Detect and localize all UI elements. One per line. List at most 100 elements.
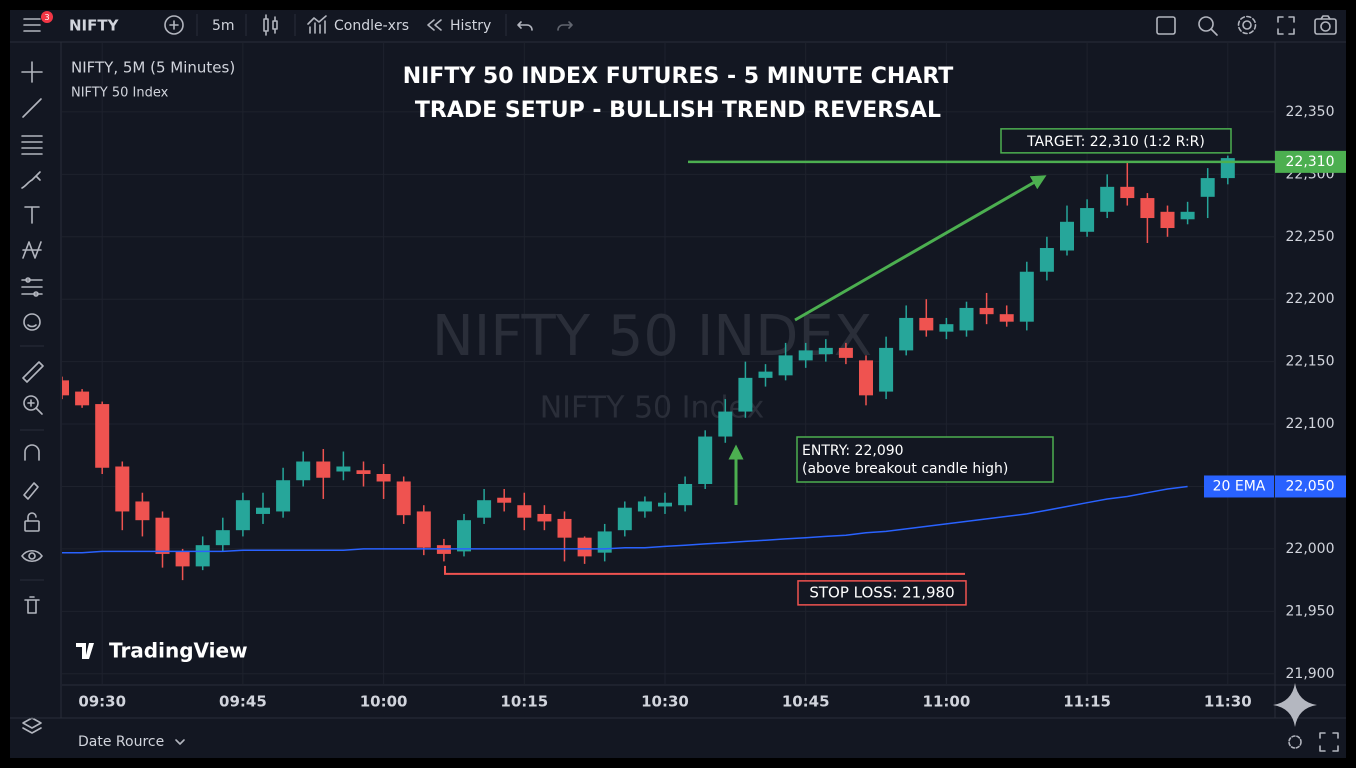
x-tick-label: 10:00 xyxy=(360,693,408,711)
candle-body xyxy=(135,501,150,521)
object-tree[interactable] xyxy=(22,717,42,734)
y-tick-label: 22,200 xyxy=(1286,291,1335,307)
menu-button[interactable] xyxy=(23,18,41,32)
candle-body xyxy=(1140,198,1155,219)
candle-body xyxy=(698,436,713,484)
x-tick-label: 11:15 xyxy=(1063,693,1111,711)
entry-label-box xyxy=(796,436,1054,483)
candle-body xyxy=(1180,211,1195,220)
x-tick-label: 10:15 xyxy=(500,693,548,711)
candle-body xyxy=(276,480,291,512)
candle-body xyxy=(1100,186,1115,212)
fullscreen-button[interactable] xyxy=(1277,16,1295,35)
settings-button[interactable] xyxy=(1237,15,1257,35)
date-range[interactable]: Date Rource xyxy=(78,734,164,750)
candle-body xyxy=(979,307,994,315)
candle-body xyxy=(95,404,110,468)
search-button[interactable] xyxy=(1198,16,1218,36)
ruler-tool[interactable] xyxy=(22,361,44,383)
lock-tool[interactable] xyxy=(24,512,40,532)
x-tick-label: 10:30 xyxy=(641,693,689,711)
candle-body xyxy=(517,505,532,518)
candle-body xyxy=(316,461,331,478)
plot xyxy=(62,155,1235,581)
candle-body xyxy=(1080,208,1095,232)
zoom-tool[interactable] xyxy=(23,395,43,415)
legend-instrument: NIFTY 50 Index xyxy=(71,86,169,101)
target-price: 22,310 xyxy=(1286,154,1335,170)
entry-label: ENTRY: 22,090 xyxy=(802,443,904,459)
emoji-tool[interactable] xyxy=(23,313,41,331)
x-tick-label: 09:30 xyxy=(78,693,126,711)
y-tick-label: 22,150 xyxy=(1286,354,1335,370)
candle-body xyxy=(396,481,411,516)
layout-button[interactable] xyxy=(1156,16,1176,35)
candle-body xyxy=(1039,248,1054,272)
brush-tool[interactable] xyxy=(21,171,41,189)
candle-body xyxy=(1200,178,1215,197)
candle-body xyxy=(537,513,552,522)
lock-drawings[interactable] xyxy=(23,482,39,500)
candle-body xyxy=(235,500,250,531)
x-tick-label: 11:30 xyxy=(1204,693,1252,711)
stop-loss-label: STOP LOSS: 21,980 xyxy=(809,583,954,601)
symbol[interactable]: NIFTY xyxy=(69,17,120,35)
stop-loss-box xyxy=(797,580,967,606)
candle-body xyxy=(376,473,391,482)
delete-tool[interactable] xyxy=(24,596,40,614)
candle-body xyxy=(62,380,69,396)
y-tick-label: 21,900 xyxy=(1286,666,1335,682)
ema-name: 20 EMA xyxy=(1213,478,1266,494)
candle-body xyxy=(859,360,873,396)
y-tick-label: 22,250 xyxy=(1286,229,1335,245)
visibility-tool[interactable] xyxy=(21,549,43,563)
candle-body xyxy=(336,466,351,472)
candle-body xyxy=(718,411,733,437)
candle-body xyxy=(798,350,813,361)
candles-icon[interactable] xyxy=(263,14,278,36)
indicators-icon[interactable] xyxy=(307,15,327,34)
measure-tool[interactable] xyxy=(21,277,43,297)
trendline-tool[interactable] xyxy=(22,98,42,118)
target-price-badge xyxy=(1275,150,1346,173)
legend-symbol: NIFTY, 5M (5 Minutes) xyxy=(71,59,235,77)
chart-type[interactable]: Condle-xrs xyxy=(334,18,409,34)
candle-body xyxy=(617,507,632,531)
y-tick-label: 22,000 xyxy=(1286,541,1335,557)
history[interactable]: Histry xyxy=(450,18,491,34)
candle-body xyxy=(999,314,1014,322)
candle-body xyxy=(296,461,311,481)
magnet-tool[interactable] xyxy=(24,444,40,461)
ema-line xyxy=(62,485,1188,554)
candle-body xyxy=(75,391,90,406)
compare-button[interactable] xyxy=(164,15,184,35)
reset-button[interactable] xyxy=(1288,735,1302,749)
x-tick-label: 11:00 xyxy=(923,693,971,711)
candle-body xyxy=(637,501,652,512)
redo-button[interactable] xyxy=(557,21,573,31)
y-tick-label: 22,100 xyxy=(1286,416,1335,432)
candle-body xyxy=(557,518,572,538)
maximize-button[interactable] xyxy=(1319,732,1339,752)
text-tool[interactable] xyxy=(24,206,40,224)
candle-body xyxy=(939,324,954,332)
candle-body xyxy=(838,347,853,358)
interval[interactable]: 5m xyxy=(212,18,235,34)
candle-body xyxy=(195,545,210,567)
target-arrow xyxy=(794,175,1047,322)
candle-body xyxy=(1160,211,1175,229)
candle-body xyxy=(115,466,130,512)
undo-button[interactable] xyxy=(517,21,533,31)
history-icon[interactable] xyxy=(427,19,442,31)
date-range-chevron[interactable] xyxy=(175,739,185,745)
candle-body xyxy=(658,502,672,507)
fib-tool[interactable] xyxy=(21,135,43,155)
ema-price: 22,050 xyxy=(1286,478,1335,494)
snapshot-button[interactable] xyxy=(1314,15,1337,35)
candle-body xyxy=(678,483,693,506)
pattern-tool[interactable] xyxy=(22,241,42,259)
y-tick-label: 22,350 xyxy=(1286,104,1335,120)
crosshair-tool[interactable] xyxy=(21,61,43,83)
x-tick-label: 09:45 xyxy=(219,693,267,711)
